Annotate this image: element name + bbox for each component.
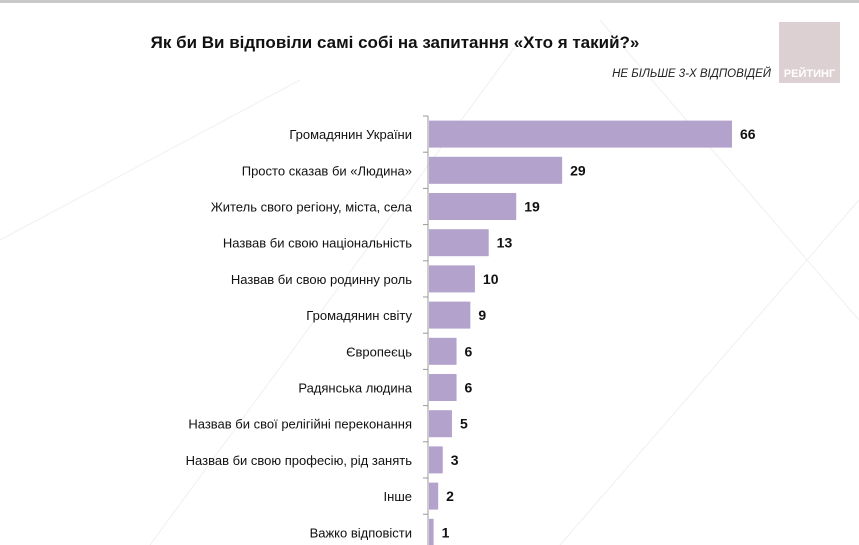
data-label: 29	[570, 162, 586, 178]
data-label: 10	[483, 271, 499, 287]
bar	[429, 374, 457, 401]
chart-subtitle: НЕ БІЛЬШЕ 3-Х ВІДПОВІДЕЙ	[612, 68, 771, 80]
bg-line	[559, 199, 859, 545]
bar	[429, 265, 475, 293]
bar	[429, 120, 732, 148]
data-label: 9	[478, 307, 486, 323]
category-label: Назвав би свої релігійні переконання	[188, 417, 412, 432]
data-label: 13	[497, 235, 513, 251]
data-label: 2	[446, 488, 454, 504]
data-label: 5	[460, 416, 468, 432]
category-label: Європеєць	[346, 344, 412, 359]
category-label: Громадянин світу	[306, 308, 412, 323]
category-label: Назвав би свою національність	[223, 236, 412, 251]
bar	[429, 193, 517, 220]
bar	[429, 156, 563, 184]
top-border	[0, 0, 859, 3]
data-label: 6	[465, 380, 473, 396]
bar	[429, 410, 452, 438]
data-label: 19	[524, 199, 540, 215]
bar	[429, 518, 434, 545]
bar	[429, 482, 439, 510]
bg-line	[149, 39, 521, 545]
category-label: Громадянин України	[289, 127, 412, 142]
category-label: Важко відповісти	[310, 525, 412, 540]
chart-title: Як би Ви відповіли самі собі на запитанн…	[150, 33, 640, 52]
data-label: 66	[740, 126, 756, 142]
data-label: 6	[465, 343, 473, 359]
category-label: Інше	[384, 489, 412, 504]
bg-line	[0, 79, 301, 241]
logo-text: РЕЙТИНГ	[783, 68, 836, 80]
category-label: Радянська людина	[298, 381, 412, 396]
bg-line	[599, 19, 859, 321]
data-label: 1	[442, 524, 450, 540]
category-label: Житель свого регіону, міста, села	[211, 200, 413, 215]
category-label: Назвав би свою родинну роль	[231, 272, 412, 287]
category-label: Назвав би свою професію, рід занять	[186, 453, 413, 468]
bar	[429, 446, 443, 474]
category-label: Просто сказав би «Людина»	[242, 163, 412, 178]
data-label: 3	[451, 452, 459, 468]
bar	[429, 229, 489, 257]
bar	[429, 301, 471, 329]
rating-logo: РЕЙТИНГ	[779, 22, 840, 83]
bar	[429, 337, 457, 365]
